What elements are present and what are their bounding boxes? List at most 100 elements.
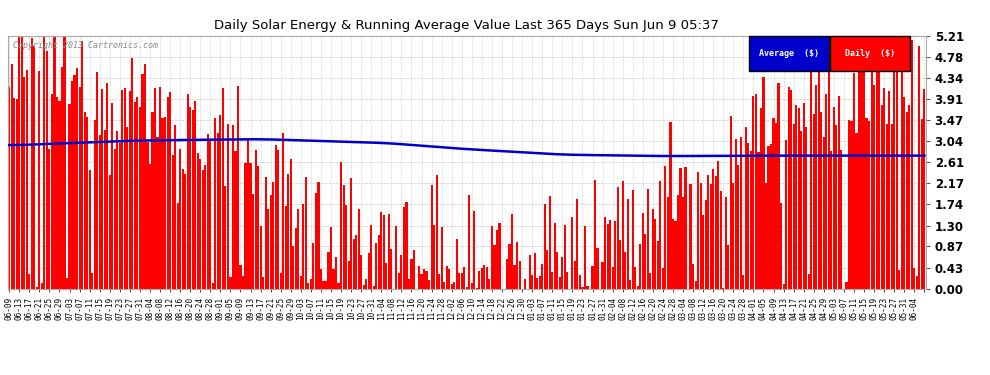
- Bar: [227, 124, 229, 289]
- Bar: [617, 187, 619, 289]
- Bar: [287, 174, 289, 289]
- Bar: [390, 249, 392, 289]
- Bar: [23, 77, 26, 289]
- Bar: [338, 283, 340, 289]
- Bar: [88, 170, 91, 289]
- Title: Daily Solar Energy & Running Average Value Last 365 Days Sun Jun 9 05:37: Daily Solar Energy & Running Average Val…: [215, 19, 719, 32]
- Bar: [586, 286, 588, 289]
- Bar: [563, 225, 566, 289]
- Bar: [169, 92, 171, 289]
- Bar: [828, 59, 830, 289]
- Bar: [740, 137, 742, 289]
- Bar: [73, 75, 75, 289]
- Bar: [823, 138, 825, 289]
- Bar: [777, 83, 780, 289]
- Bar: [749, 151, 752, 289]
- Bar: [365, 279, 367, 289]
- Bar: [496, 230, 498, 289]
- Bar: [441, 227, 443, 289]
- Bar: [31, 38, 33, 289]
- Bar: [546, 251, 548, 289]
- Bar: [644, 234, 646, 289]
- Bar: [411, 259, 413, 289]
- Bar: [104, 130, 106, 289]
- Bar: [217, 133, 219, 289]
- Bar: [705, 200, 707, 289]
- Bar: [738, 165, 740, 289]
- Bar: [790, 90, 792, 289]
- Bar: [901, 50, 903, 289]
- Bar: [471, 283, 473, 289]
- Bar: [29, 273, 31, 289]
- Bar: [436, 175, 438, 289]
- Bar: [785, 140, 787, 289]
- Bar: [556, 252, 558, 289]
- Bar: [865, 118, 867, 289]
- Bar: [212, 284, 214, 289]
- Bar: [127, 128, 129, 289]
- Bar: [845, 282, 847, 289]
- Bar: [164, 117, 166, 289]
- Bar: [813, 114, 815, 289]
- Bar: [16, 99, 18, 289]
- Bar: [408, 279, 410, 289]
- Bar: [463, 267, 465, 289]
- Bar: [752, 96, 754, 289]
- Bar: [468, 195, 470, 289]
- Bar: [34, 46, 36, 289]
- Bar: [911, 40, 913, 289]
- Bar: [858, 72, 860, 289]
- Bar: [151, 112, 153, 289]
- Bar: [483, 264, 485, 289]
- Bar: [222, 88, 224, 289]
- Bar: [225, 186, 227, 289]
- Bar: [838, 96, 840, 289]
- Bar: [767, 146, 769, 289]
- Bar: [782, 285, 785, 289]
- Bar: [916, 276, 918, 289]
- Bar: [695, 281, 697, 289]
- Bar: [360, 255, 362, 289]
- Bar: [398, 273, 400, 289]
- Bar: [717, 161, 720, 289]
- Bar: [488, 279, 490, 289]
- Bar: [656, 241, 659, 289]
- Bar: [232, 125, 234, 289]
- Bar: [362, 285, 364, 289]
- Bar: [898, 270, 900, 289]
- Bar: [810, 63, 813, 289]
- Bar: [860, 57, 862, 289]
- Bar: [919, 46, 921, 289]
- Bar: [245, 163, 247, 289]
- Bar: [174, 124, 176, 289]
- Bar: [111, 103, 113, 289]
- Bar: [300, 276, 302, 289]
- Bar: [450, 284, 452, 289]
- Bar: [352, 239, 354, 289]
- Bar: [707, 175, 709, 289]
- Bar: [247, 138, 249, 289]
- Bar: [893, 46, 895, 289]
- Bar: [347, 261, 349, 289]
- Bar: [323, 281, 325, 289]
- Bar: [757, 152, 759, 289]
- Bar: [184, 174, 186, 289]
- Bar: [142, 74, 144, 289]
- Bar: [159, 87, 161, 289]
- Bar: [602, 262, 604, 289]
- Bar: [202, 170, 204, 289]
- Bar: [836, 125, 838, 289]
- Bar: [679, 168, 681, 289]
- Bar: [235, 152, 237, 289]
- Bar: [529, 255, 531, 289]
- Bar: [486, 267, 488, 289]
- Bar: [109, 176, 111, 289]
- Bar: [305, 177, 307, 289]
- Bar: [548, 196, 550, 289]
- Bar: [433, 225, 436, 289]
- Bar: [847, 120, 850, 289]
- Bar: [367, 252, 370, 289]
- Bar: [788, 87, 790, 289]
- Bar: [808, 274, 810, 289]
- Bar: [242, 276, 245, 289]
